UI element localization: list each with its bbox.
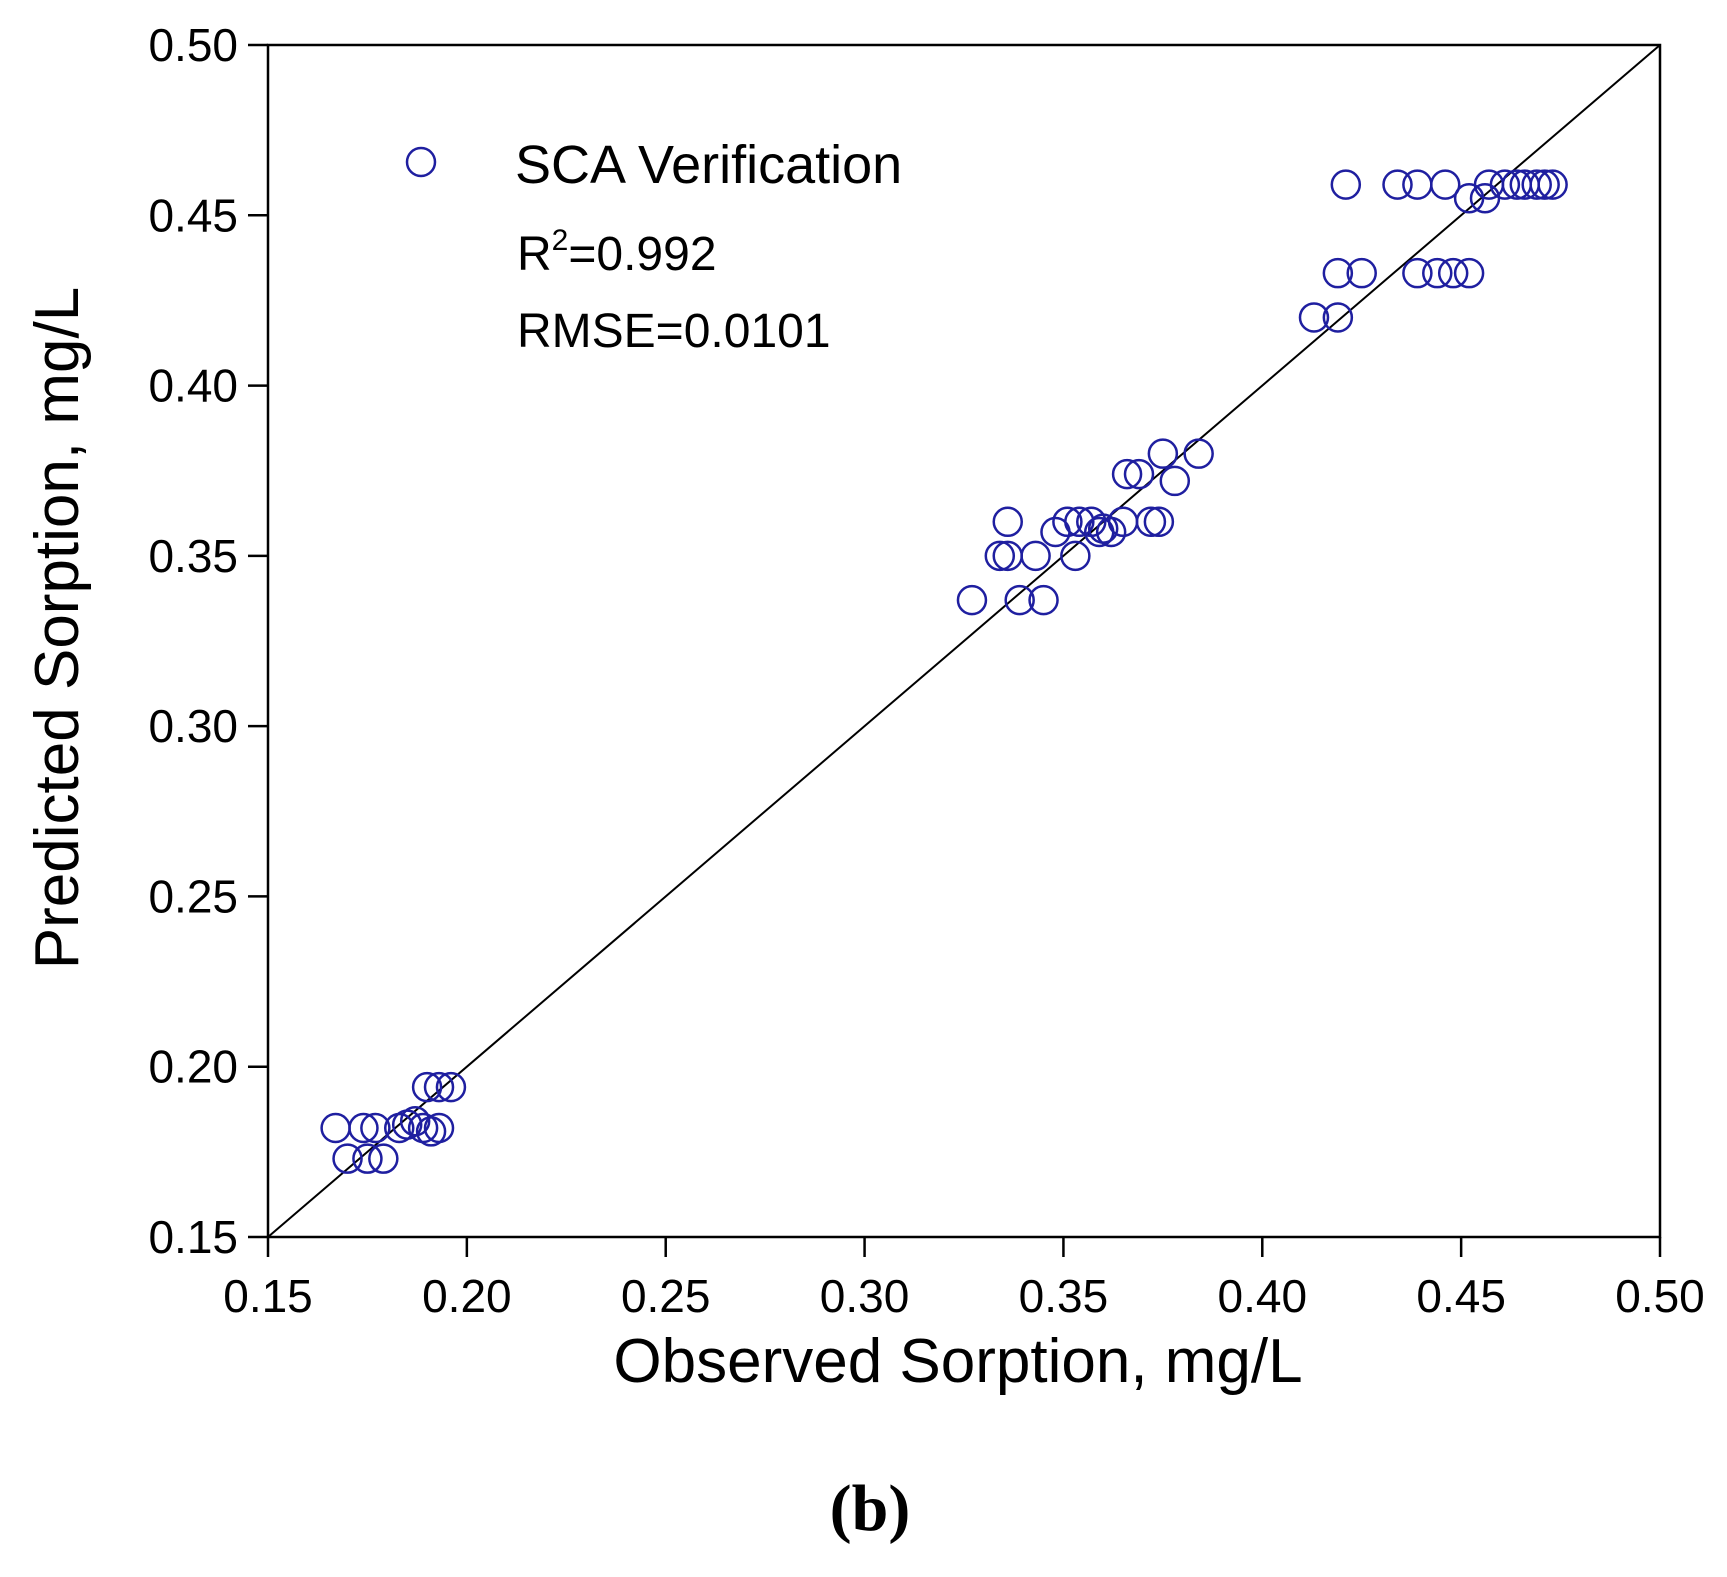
data-point — [1135, 506, 1167, 538]
panel-label: (b) — [830, 1472, 911, 1545]
data-point — [348, 1112, 379, 1144]
legend-marker — [405, 146, 437, 178]
y-tick-label: 0.15 — [148, 1211, 238, 1263]
y-tick-label: 0.45 — [148, 189, 238, 241]
y-tick-label: 0.30 — [148, 700, 238, 752]
data-point — [992, 506, 1023, 538]
data-point — [1004, 584, 1035, 616]
x-tick-label: 0.35 — [1019, 1270, 1109, 1322]
one-to-one-line — [267, 44, 1661, 1238]
data-point — [1382, 169, 1413, 200]
data-point — [1064, 506, 1095, 538]
data-point — [1159, 465, 1191, 497]
legend-label: SCA Verification — [515, 135, 902, 195]
data-point — [1537, 169, 1568, 200]
y-tick-label: 0.25 — [148, 870, 238, 922]
data-point — [1060, 540, 1091, 572]
data-point — [1183, 438, 1214, 469]
y-tick-label: 0.20 — [148, 1041, 238, 1093]
data-point — [1429, 169, 1461, 200]
x-tick-label: 0.25 — [621, 1270, 711, 1322]
data-point — [1052, 506, 1083, 538]
data-point — [1346, 257, 1377, 289]
data-point — [1402, 257, 1433, 289]
data-point — [1107, 506, 1139, 538]
data-points — [320, 169, 1568, 1174]
data-point — [992, 540, 1023, 572]
data-point — [1298, 302, 1330, 333]
x-tick-label: 0.20 — [422, 1270, 512, 1322]
data-point — [1437, 257, 1469, 289]
data-point — [360, 1112, 391, 1144]
data-point — [1489, 169, 1521, 200]
y-tick-label: 0.50 — [148, 19, 238, 71]
data-point — [1322, 257, 1354, 289]
data-point — [1095, 516, 1127, 548]
data-point — [399, 1105, 431, 1137]
x-tick-label: 0.40 — [1218, 1270, 1308, 1322]
data-point — [984, 540, 1016, 572]
data-point — [411, 1071, 443, 1103]
data-point — [1143, 506, 1175, 538]
data-point — [332, 1143, 363, 1174]
data-point — [368, 1143, 399, 1174]
data-point — [1521, 169, 1552, 200]
data-point — [1147, 438, 1179, 469]
data-point — [352, 1143, 383, 1174]
y-tick-label: 0.35 — [148, 530, 238, 582]
x-axis: 0.15 0.20 0.25 0.30 0.35 0.40 0.45 0.50 — [223, 1237, 1705, 1322]
reference-line-group — [267, 44, 1661, 1238]
data-point — [1028, 584, 1059, 616]
x-tick-label: 0.45 — [1416, 1270, 1506, 1322]
x-tick-label: 0.30 — [820, 1270, 910, 1322]
data-point — [1020, 540, 1051, 572]
y-axis: 0.15 0.20 0.25 0.30 0.35 0.40 0.45 0.50 — [148, 19, 268, 1263]
data-point — [1529, 169, 1560, 200]
data-point — [435, 1071, 467, 1103]
r-squared-superscript: 2 — [552, 224, 569, 257]
x-axis-title: Observed Sorption, mg/L — [613, 1327, 1302, 1396]
rmse-annotation: RMSE=0.0101 — [517, 305, 831, 358]
r-squared-prefix: R — [517, 228, 552, 281]
data-point — [1422, 257, 1453, 289]
data-point — [1111, 458, 1143, 490]
data-point — [1123, 458, 1155, 490]
y-axis-title: Predicted Sorption, mg/L — [23, 287, 92, 969]
data-point — [1453, 257, 1485, 289]
data-point — [956, 584, 988, 616]
r-squared-annotation: R2=0.992 — [517, 224, 717, 281]
y-tick-label: 0.40 — [148, 360, 238, 412]
plot-area — [266, 43, 1662, 1239]
r-squared-value: =0.992 — [568, 228, 716, 281]
data-point — [423, 1112, 455, 1144]
x-tick-label: 0.15 — [223, 1270, 313, 1322]
x-tick-label: 0.50 — [1615, 1270, 1705, 1322]
legend: SCA Verification — [405, 135, 902, 195]
data-point — [320, 1112, 351, 1144]
data-point — [1330, 169, 1362, 200]
plot-frame — [266, 43, 1662, 1239]
data-point — [423, 1071, 455, 1103]
data-point — [1322, 302, 1354, 333]
data-point — [1402, 169, 1433, 200]
